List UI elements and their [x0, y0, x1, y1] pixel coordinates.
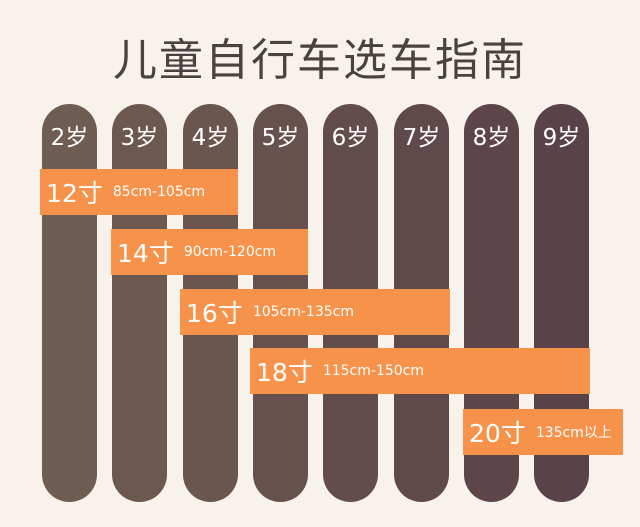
- age-label-7: 7岁: [402, 125, 441, 151]
- bike-size-label: 16寸: [186, 299, 243, 328]
- bike-size-label: 18寸: [256, 358, 313, 387]
- age-label-5: 5岁: [261, 125, 300, 151]
- age-column-2: [42, 104, 97, 502]
- bike-size-bar-14: 14寸 90cm-120cm: [111, 229, 308, 275]
- bike-size-label: 14寸: [117, 239, 174, 268]
- height-range-label: 105cm-135cm: [252, 304, 354, 320]
- age-label-8: 8岁: [472, 125, 511, 151]
- height-range-label: 90cm-120cm: [183, 244, 277, 260]
- height-range-label: 135cm以上: [535, 425, 612, 441]
- bike-size-bar-20: 20寸 135cm以上: [463, 409, 623, 455]
- bike-size-bar-16: 16寸 105cm-135cm: [180, 289, 450, 335]
- bike-size-label: 12寸: [46, 179, 103, 208]
- height-range-label: 115cm-150cm: [322, 363, 424, 379]
- age-label-6: 6岁: [331, 125, 370, 151]
- age-label-2: 2岁: [50, 125, 89, 151]
- age-label-9: 9岁: [542, 125, 581, 151]
- bike-size-bar-12: 12寸 85cm-105cm: [40, 169, 238, 215]
- age-column-3: [112, 104, 167, 502]
- page-title: 儿童自行车选车指南: [113, 35, 527, 86]
- height-range-label: 85cm-105cm: [112, 184, 206, 200]
- bike-size-label: 20寸: [469, 419, 526, 448]
- bike-size-bar-18: 18寸 115cm-150cm: [250, 348, 590, 394]
- age-label-4: 4岁: [191, 125, 230, 151]
- age-label-3: 3岁: [120, 125, 159, 151]
